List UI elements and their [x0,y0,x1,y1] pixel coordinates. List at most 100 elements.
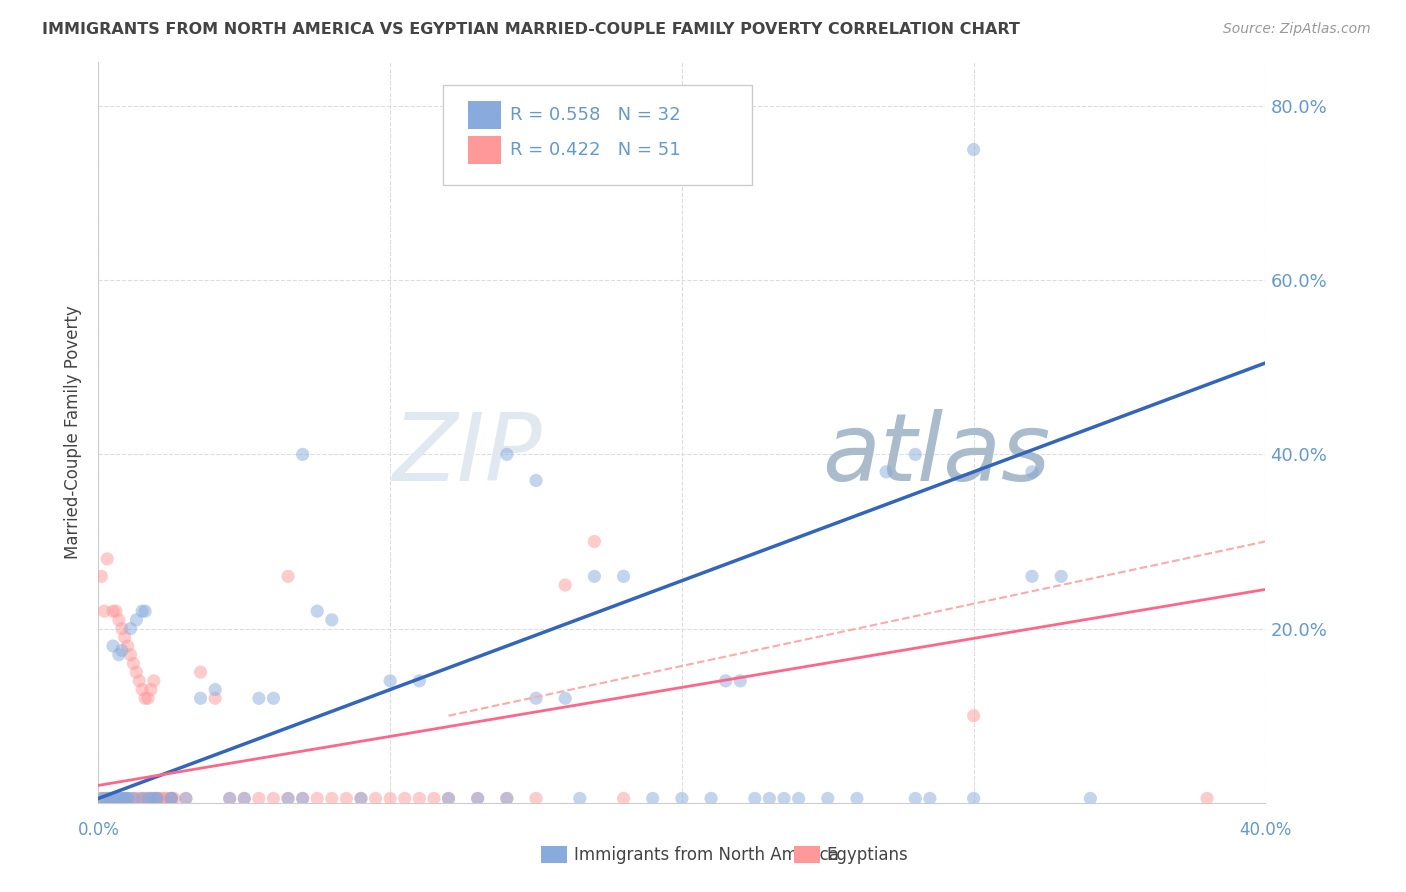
Point [335,791,357,805]
Bar [541,846,567,863]
Point [904,791,927,805]
Point [380,673,402,688]
Point [117,791,139,805]
Point [467,791,489,805]
Point [146,791,169,805]
Text: 0.0%: 0.0% [77,822,120,839]
Point [101,791,124,805]
Point [111,791,134,805]
Point [160,791,183,805]
Point [962,791,984,805]
Point [218,791,240,805]
Point [108,791,131,805]
Point [146,791,169,805]
Point [307,791,329,805]
Point [730,673,752,688]
Point [524,691,547,706]
Point [612,569,634,583]
Point [277,791,299,805]
Point [787,791,810,805]
Text: Source: ZipAtlas.com: Source: ZipAtlas.com [1223,22,1371,37]
Point [190,691,212,706]
Point [125,613,148,627]
Point [174,791,197,805]
Point [108,648,131,662]
Point [160,791,183,805]
Point [641,791,664,805]
Point [122,791,145,805]
Point [554,578,576,592]
Point [554,691,576,706]
Point [394,791,416,805]
Point [1021,569,1043,583]
Point [157,791,180,805]
Point [136,691,159,706]
Point [918,791,941,805]
Point [291,791,314,805]
Point [125,665,148,680]
Point [96,791,118,805]
Point [139,791,162,805]
Point [101,639,124,653]
Point [136,791,159,805]
Point [98,791,121,805]
Point [744,791,766,805]
Point [134,604,156,618]
Point [108,791,131,805]
Text: atlas: atlas [823,409,1050,500]
Point [128,791,150,805]
Point [114,791,136,805]
Point [773,791,796,805]
Point [817,791,839,805]
Point [714,673,737,688]
Point [146,791,169,805]
Point [131,791,153,805]
Point [120,622,142,636]
Point [120,648,142,662]
Point [496,447,519,461]
Point [277,569,299,583]
Point [96,791,118,805]
Point [104,604,127,618]
Point [321,613,343,627]
Point [321,791,343,805]
Point [524,791,547,805]
Point [117,639,139,653]
Point [149,791,172,805]
Point [204,682,226,697]
Point [380,791,402,805]
Point [111,643,134,657]
Bar [794,846,820,863]
Point [142,791,165,805]
Point [364,791,387,805]
Point [277,791,299,805]
Point [117,791,139,805]
Point [423,791,446,805]
Point [111,622,134,636]
Point [114,630,136,644]
Point [262,791,284,805]
Text: IMMIGRANTS FROM NORTH AMERICA VS EGYPTIAN MARRIED-COUPLE FAMILY POVERTY CORRELAT: IMMIGRANTS FROM NORTH AMERICA VS EGYPTIA… [42,22,1021,37]
Point [583,569,606,583]
Point [136,791,159,805]
FancyBboxPatch shape [443,85,752,185]
Point [408,673,430,688]
Point [233,791,256,805]
Point [93,791,115,805]
Point [408,791,430,805]
Point [612,791,634,805]
Point [291,791,314,805]
Point [104,791,127,805]
Point [496,791,519,805]
Point [131,604,153,618]
Point [111,791,134,805]
Point [204,691,226,706]
Point [291,447,314,461]
Text: ZIP: ZIP [392,409,541,500]
Point [218,791,240,805]
Point [134,691,156,706]
Point [155,791,177,805]
Point [90,791,112,805]
Point [131,791,153,805]
Point [122,657,145,671]
